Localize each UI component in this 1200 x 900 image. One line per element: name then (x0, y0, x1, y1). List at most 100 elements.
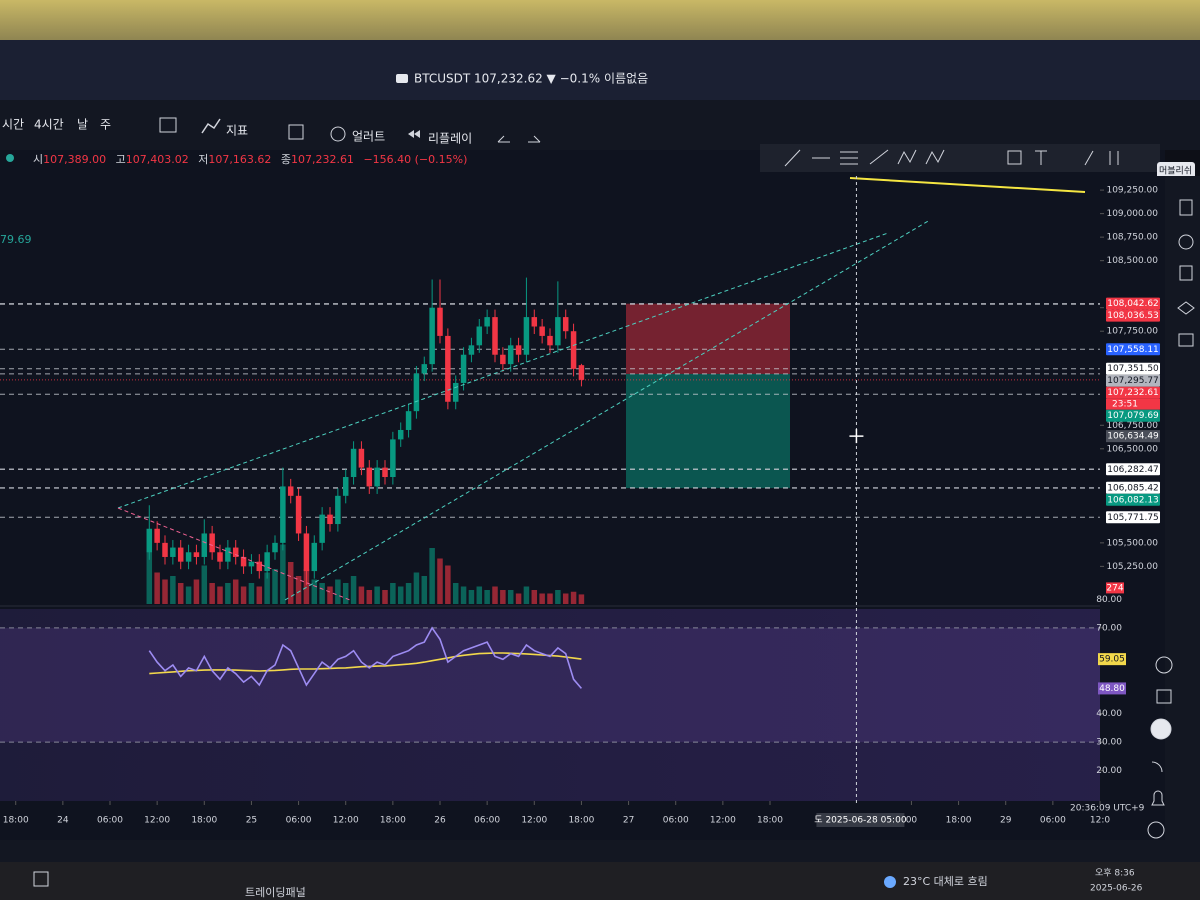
tool-icon[interactable] (1035, 150, 1047, 165)
drawing-tools (784, 149, 1119, 167)
candle-body (303, 533, 310, 572)
rsi-label: 59.05 (1099, 655, 1125, 665)
candle-body (421, 364, 428, 374)
candle-body (523, 317, 530, 355)
candle-body (248, 561, 255, 567)
taskbar-time: 오후 8:36 (1095, 868, 1135, 879)
candle-body (452, 382, 459, 402)
alert-button[interactable]: 얼러트 (352, 130, 385, 144)
volume-bar (460, 586, 467, 604)
countdown-box (1106, 398, 1160, 410)
redo-icon[interactable] (528, 135, 541, 143)
volume-bar (335, 579, 341, 604)
candle-body (264, 552, 270, 572)
x-tick-label: 06:00 (663, 816, 689, 826)
candle-type-icon[interactable] (159, 117, 177, 133)
ohlc-value: 107,389.00 (43, 153, 106, 166)
sidebar-icon[interactable] (1151, 790, 1165, 806)
volume-bar (342, 583, 349, 604)
sidebar-icon[interactable] (1147, 821, 1165, 839)
ohlc-key: 종 (281, 153, 291, 166)
price-label: 106,082.13 (1107, 495, 1159, 505)
volume-bar (492, 586, 498, 604)
sidebar-icon[interactable] (1178, 234, 1194, 250)
indicator-value: 79.69 (0, 233, 32, 246)
x-tick-label: 18:00 (757, 816, 783, 826)
price-plot (0, 277, 1100, 604)
volume-bar (146, 551, 153, 604)
sidebar-icon[interactable] (1178, 333, 1194, 347)
volume-bar (437, 558, 443, 604)
sidebar-icon[interactable] (1155, 656, 1173, 674)
status-dot (6, 154, 14, 162)
tool-icon[interactable] (1007, 150, 1022, 165)
candle-body (555, 317, 561, 346)
alert-icon[interactable] (330, 126, 346, 142)
candle-body (468, 345, 475, 355)
candle-body (539, 326, 545, 336)
candle-body (476, 326, 483, 346)
monitor-bezel (0, 0, 1200, 40)
layout-icon[interactable] (288, 124, 304, 140)
price-label-box (1106, 309, 1160, 322)
candle-body (287, 486, 294, 496)
volume-bar (397, 586, 404, 604)
sidebar-icon[interactable] (1150, 718, 1172, 740)
crosshair-y-label: 106,634.49 (1107, 432, 1159, 442)
sidebar-icon[interactable] (1151, 761, 1163, 773)
x-tick-label: 12:00 (521, 816, 547, 826)
candle-body (390, 439, 396, 478)
sidebar-icon[interactable] (1177, 301, 1195, 315)
candle-body (185, 552, 192, 562)
candle-body (570, 331, 577, 369)
candle-body (295, 495, 302, 534)
tool-icon[interactable] (1084, 150, 1094, 166)
tool-icon[interactable] (840, 151, 858, 165)
interval-button[interactable]: 주 (100, 118, 111, 132)
undo-icon[interactable] (497, 135, 510, 143)
candle-body (342, 477, 349, 496)
candle-body (240, 556, 247, 567)
volume-bar (445, 565, 451, 604)
tool-icon[interactable] (897, 149, 917, 165)
position-reward (626, 373, 790, 489)
tool-icon[interactable] (869, 149, 889, 165)
replay-icon[interactable] (408, 130, 420, 138)
tool-icon[interactable] (784, 149, 801, 167)
sidebar-icon[interactable] (1179, 199, 1193, 216)
x-tick-label: 12:00 (333, 816, 359, 826)
sidebar-icon[interactable] (1179, 265, 1193, 281)
x-tick-label: 06:00 (474, 816, 500, 826)
candle-body (507, 345, 514, 365)
indicator-icon[interactable] (201, 118, 221, 134)
taskbar-date: 2025-06-26 (1090, 884, 1143, 894)
volume-bar (280, 544, 286, 604)
candle-body (429, 307, 435, 365)
x-tick-label: 26 (434, 816, 446, 826)
replay-button[interactable]: 리플레이 (428, 132, 472, 146)
candle-body (531, 317, 538, 327)
candle-body (547, 335, 553, 346)
ohlc-value: 107,232.61 (291, 153, 354, 166)
sidebar-icon[interactable] (1156, 689, 1172, 704)
panel-icon[interactable] (33, 871, 49, 887)
price-label-box (1106, 362, 1160, 375)
trading-panel[interactable]: 트레이딩패널 (245, 886, 306, 899)
interval-button[interactable]: 4시간 (34, 118, 64, 132)
tool-icon[interactable] (1109, 151, 1119, 165)
interval-button[interactable]: 날 (77, 118, 88, 132)
hint-text: 머블리쉬 (1159, 166, 1192, 177)
volume-bar (232, 579, 239, 604)
interval-button[interactable]: 시간 (2, 118, 24, 132)
tool-icon[interactable] (925, 149, 945, 165)
indicator-button[interactable]: 지표 (226, 124, 248, 138)
volume-bar (327, 586, 333, 604)
crosshair-y-box (1106, 430, 1160, 443)
weather-icon (884, 876, 896, 888)
candle-body (154, 528, 160, 543)
candle-body (162, 542, 168, 557)
ohlc-key: 고 (116, 153, 126, 166)
crosshair-x-label: 도 2025-06-28 05:00 (814, 816, 907, 826)
rsi-tick-label: 40.00 (1096, 709, 1122, 719)
